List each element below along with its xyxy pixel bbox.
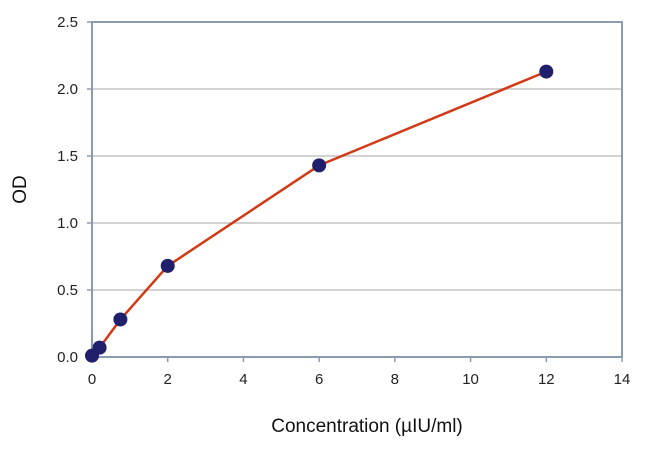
y-tick-label: 1.0 <box>57 215 78 232</box>
y-axis-ticks: 0.0 0.5 1.0 1.5 2.0 2.5 <box>57 14 92 366</box>
gridlines <box>92 88 622 291</box>
y-axis-title: OD <box>10 175 31 204</box>
plot-frame <box>91 21 623 358</box>
data-point <box>113 312 128 327</box>
x-tick-label: 10 <box>462 371 479 388</box>
y-tick-label: 1.5 <box>57 148 78 165</box>
data-point <box>160 258 175 273</box>
x-tick-label: 8 <box>391 371 399 388</box>
data-point <box>312 158 327 173</box>
y-tick-label: 0.0 <box>57 349 78 366</box>
x-tick-label: 0 <box>88 371 96 388</box>
y-tick-label: 2.0 <box>57 81 78 98</box>
data-point <box>539 64 554 79</box>
y-tick-label: 2.5 <box>57 14 78 31</box>
x-tick-label: 12 <box>538 371 555 388</box>
x-axis-title: Concentration (µIU/ml) <box>271 416 463 437</box>
x-axis-ticks: 0 2 4 6 8 10 12 14 <box>88 357 631 388</box>
data-series <box>85 64 554 363</box>
y-tick-label: 0.5 <box>57 282 78 299</box>
x-tick-label: 14 <box>614 371 631 388</box>
data-point <box>92 340 107 355</box>
x-tick-label: 2 <box>164 371 172 388</box>
x-tick-label: 4 <box>239 371 247 388</box>
x-tick-label: 6 <box>315 371 323 388</box>
series-line <box>91 70 547 357</box>
